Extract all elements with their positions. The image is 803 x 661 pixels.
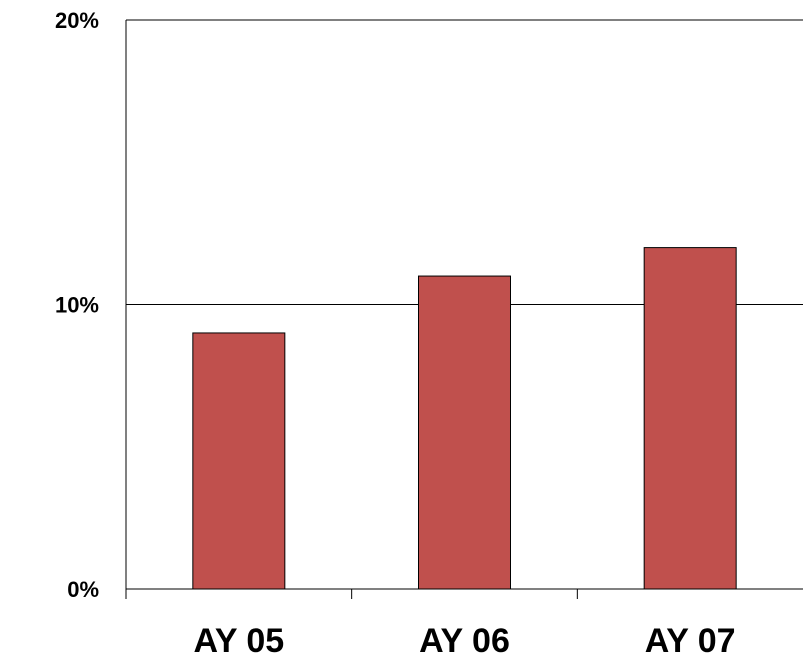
bar xyxy=(418,275,511,590)
y-tick-label: 20% xyxy=(55,8,99,33)
y-tick-label: 10% xyxy=(55,293,99,318)
x-tick-marks xyxy=(125,589,578,599)
bar xyxy=(192,332,286,590)
bar xyxy=(643,247,737,590)
y-tick-label: 0% xyxy=(67,577,99,602)
x-category-label: AY 06 xyxy=(419,622,510,660)
x-category-labels: AY 05 AY 06 AY 07 xyxy=(193,622,735,660)
y-tick-labels: 0% 10% 20% xyxy=(55,8,99,602)
x-category-label: AY 07 xyxy=(645,622,736,660)
axes xyxy=(125,20,803,590)
bars xyxy=(192,247,737,590)
x-category-label: AY 05 xyxy=(193,622,284,660)
